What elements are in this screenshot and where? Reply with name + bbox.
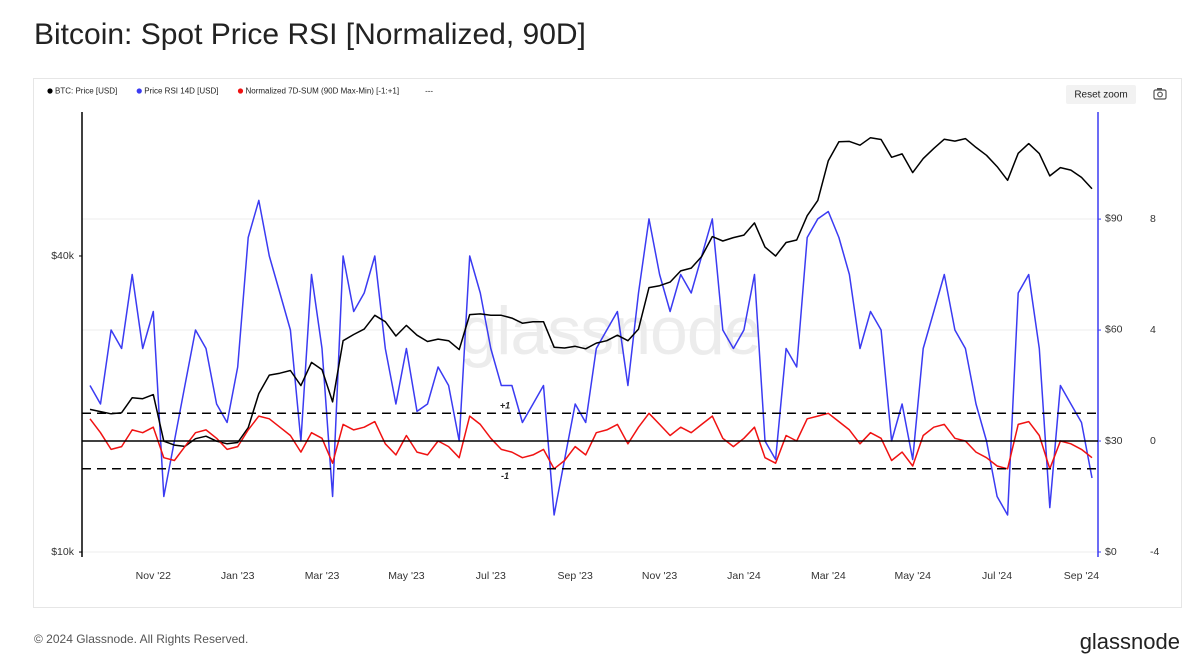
footer-logo: glassnode (1080, 629, 1180, 654)
legend-marker (47, 88, 53, 94)
reference-label: -1 (501, 471, 509, 481)
legend-extra: --- (425, 87, 433, 96)
watermark: glassnode (459, 293, 760, 369)
y3-tick-label: 4 (1150, 324, 1156, 336)
y3-tick-label: 8 (1150, 213, 1156, 225)
reset-zoom-bg[interactable] (1066, 85, 1136, 104)
x-tick-label: May '24 (894, 570, 931, 582)
x-tick-label: Jan '24 (727, 570, 761, 582)
y-tick-label: $10k (51, 546, 75, 558)
chart-frame (33, 78, 1182, 608)
series-line (89, 136, 1093, 448)
x-tick-label: May '23 (388, 570, 425, 582)
y2-tick-label: $0 (1105, 546, 1117, 558)
copyright: © 2024 Glassnode. All Rights Reserved. (34, 632, 248, 646)
y3-tick-label: 0 (1150, 435, 1156, 447)
y2-tick-label: $60 (1105, 324, 1123, 336)
legend-label: Price RSI 14D [USD] (144, 87, 218, 96)
x-tick-label: Jul '23 (476, 570, 506, 582)
y2-tick-label: $90 (1105, 213, 1123, 225)
x-tick-label: Nov '23 (642, 570, 677, 582)
legend-marker (237, 88, 244, 94)
x-tick-label: Mar '23 (305, 570, 340, 582)
x-tick-label: Mar '24 (811, 570, 846, 582)
camera-lens[interactable] (1157, 91, 1163, 98)
reset-zoom-button[interactable]: Reset zoom (1066, 85, 1136, 104)
y3-tick-label: -4 (1150, 546, 1159, 558)
x-tick-label: Nov '22 (136, 570, 171, 582)
x-tick-label: Jan '23 (221, 570, 255, 582)
reset-zoom-label[interactable]: Reset zoom (1074, 90, 1127, 101)
camera-top[interactable] (1157, 88, 1162, 90)
legend-marker (136, 88, 142, 94)
x-tick-label: Sep '23 (558, 570, 593, 582)
y-tick-label: $40k (51, 250, 75, 262)
series-line (89, 199, 1093, 516)
y2-tick-label: $30 (1105, 435, 1123, 447)
legend-label: Normalized 7D-SUM (90D Max-Min) [-1:+1] (245, 87, 399, 96)
series-line (89, 412, 1093, 470)
chart-title: Bitcoin: Spot Price RSI [Normalized, 90D… (34, 18, 586, 51)
x-tick-label: Sep '24 (1064, 570, 1099, 582)
legend-label: BTC: Price [USD] (55, 87, 117, 96)
reference-label: +1 (500, 401, 510, 411)
camera-icon[interactable] (1153, 88, 1167, 100)
x-tick-label: Jul '24 (982, 570, 1012, 582)
